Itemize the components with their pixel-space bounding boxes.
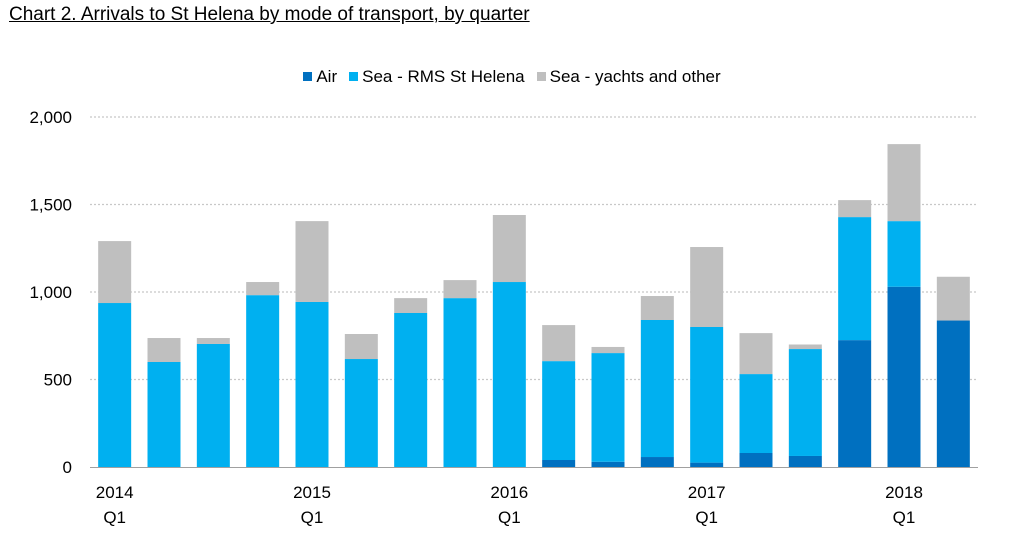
bar-segment	[887, 286, 921, 467]
bar-segment	[690, 462, 724, 467]
bar-segment	[246, 295, 280, 467]
legend-label: Sea - RMS St Helena	[362, 66, 525, 86]
bar-segment	[542, 460, 576, 467]
bar-segment	[838, 200, 872, 218]
bar-segment	[147, 338, 181, 362]
y-tick-label: 2,000	[29, 108, 72, 127]
bar-segment	[887, 221, 921, 287]
bar-segment	[98, 241, 132, 304]
legend-label: Sea - yachts and other	[549, 66, 721, 86]
bar-segment	[887, 144, 921, 222]
bar-segment	[147, 362, 181, 467]
x-tick-year: 2015	[293, 483, 331, 502]
bar-segment	[295, 221, 329, 302]
bar-segment	[690, 247, 724, 327]
legend-item: Air	[303, 67, 337, 87]
bar-segment	[838, 217, 872, 341]
x-tick-year: 2018	[885, 483, 923, 502]
bar-segment	[739, 453, 773, 467]
bar-segment	[838, 340, 872, 467]
bar-segment	[344, 334, 378, 360]
bar-segment	[591, 346, 625, 354]
bar-segment	[542, 361, 576, 460]
bar-segment	[542, 325, 576, 362]
y-tick-label: 500	[44, 371, 72, 390]
x-tick-quarter: Q1	[893, 508, 916, 527]
bar-segment	[591, 353, 625, 462]
legend-item: Sea - RMS St Helena	[349, 67, 525, 87]
bar-segment	[788, 349, 822, 456]
x-tick-quarter: Q1	[103, 508, 126, 527]
x-tick-quarter: Q1	[695, 508, 718, 527]
bar-segment	[196, 343, 230, 467]
bar-segment	[640, 320, 674, 458]
bar-segment	[443, 280, 477, 299]
bar-segment	[443, 298, 477, 467]
bar-segment	[394, 298, 428, 313]
y-tick-label: 0	[63, 458, 72, 477]
bar-segment	[591, 461, 625, 467]
x-tick-year: 2016	[490, 483, 528, 502]
bar-segment	[739, 374, 773, 453]
legend-swatch	[303, 72, 313, 81]
x-tick-quarter: Q1	[498, 508, 521, 527]
x-tick-quarter: Q1	[301, 508, 324, 527]
legend-swatch	[349, 72, 359, 81]
bar-segment	[492, 215, 526, 283]
bar-segment	[295, 301, 329, 467]
x-tick-year: 2014	[96, 483, 134, 502]
bar-segment	[640, 457, 674, 467]
bar-segment	[936, 320, 970, 467]
bar-segment	[246, 282, 280, 296]
bar-segment	[690, 327, 724, 463]
bar-segment	[492, 282, 526, 467]
chart-title: Chart 2. Arrivals to St Helena by mode o…	[9, 4, 530, 25]
bar-segment	[788, 455, 822, 467]
y-tick-label: 1,500	[29, 196, 72, 215]
legend-swatch	[536, 72, 546, 81]
bar-segment	[936, 276, 970, 321]
bar-segment	[739, 333, 773, 375]
legend-label: Air	[316, 66, 338, 86]
bar-segment	[640, 296, 674, 320]
legend: Air Sea - RMS St Helena Sea - yachts and o…	[0, 66, 1024, 87]
bar-segment	[196, 338, 230, 344]
x-tick-year: 2017	[688, 483, 726, 502]
bar-segment	[344, 359, 378, 467]
bar-segment	[394, 313, 428, 467]
legend-item: Sea - yachts and other	[536, 66, 721, 87]
bar-segment	[98, 303, 132, 467]
y-tick-label: 1,000	[29, 283, 72, 302]
bar-segment	[788, 344, 822, 350]
